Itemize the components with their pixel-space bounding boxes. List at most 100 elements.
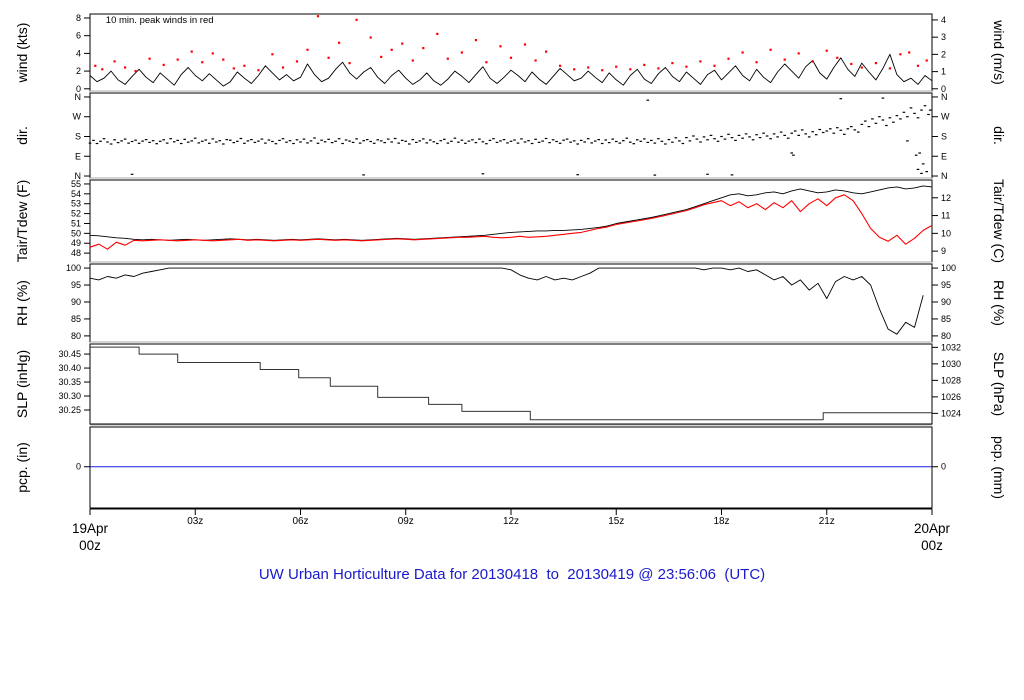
x-tick-label: 21z — [819, 516, 835, 527]
right-tick-label: 3 — [941, 32, 946, 42]
right-tick-label: 1028 — [941, 375, 961, 385]
left-tick-label: N — [75, 171, 82, 181]
panel-border — [89, 426, 933, 509]
right-tick-label: 95 — [941, 280, 951, 290]
x-tick-label: 15z — [608, 516, 624, 527]
right-axis-label-slp: SLP (hPa) — [991, 352, 1007, 416]
left-tick-label: 30.35 — [58, 377, 81, 387]
right-axis-label-dir: dir. — [991, 126, 1007, 145]
left-axis-label-wind: wind (kts) — [14, 23, 30, 84]
left-tick-label: 2 — [76, 66, 81, 76]
x-date-label-hour: 00z — [79, 538, 101, 553]
left-axis-label-rh: RH (%) — [14, 280, 30, 326]
x-tick-label: 06z — [292, 516, 308, 527]
left-axis-label-temp: Tair/Tdew (F) — [14, 180, 30, 262]
left-tick-label: 51 — [71, 218, 81, 228]
left-tick-label: E — [75, 151, 81, 161]
x-tick-label: 09z — [398, 516, 414, 527]
series-relative-humidity — [89, 267, 924, 335]
left-tick-label: 30.30 — [58, 391, 81, 401]
left-tick-label: 85 — [71, 314, 81, 324]
left-tick-label: 6 — [76, 31, 81, 41]
left-tick-label: 54 — [71, 189, 81, 199]
x-tick-label: 12z — [503, 516, 519, 527]
left-tick-label: 90 — [71, 297, 81, 307]
left-axis-label-dir: dir. — [14, 126, 30, 145]
x-tick-label: 03z — [187, 516, 203, 527]
right-tick-label: S — [941, 131, 947, 141]
panel-border — [89, 343, 933, 425]
left-tick-label: 30.40 — [58, 363, 81, 373]
right-tick-label: 100 — [941, 263, 956, 273]
left-tick-label: 30.25 — [58, 405, 81, 415]
left-tick-label: 50 — [71, 228, 81, 238]
right-tick-label: 2 — [941, 49, 946, 59]
right-tick-label: 90 — [941, 297, 951, 307]
plot-title: UW Urban Horticulture Data for 20130418 … — [258, 566, 766, 583]
left-axis-label-slp: SLP (inHg) — [14, 350, 30, 418]
left-tick-label: 95 — [71, 280, 81, 290]
panel-rh: 80 85 90 95 100 80 85 90 95 100 — [66, 261, 956, 343]
right-tick-label: 11 — [941, 211, 950, 221]
series-dew-point — [89, 194, 933, 250]
right-tick-label: 12 — [941, 193, 951, 203]
right-tick-label: 4 — [941, 15, 946, 25]
right-axis-label-temp: Tair/Tdew (C) — [991, 179, 1007, 263]
left-tick-label: N — [75, 92, 82, 102]
left-tick-label: 0 — [76, 84, 81, 94]
right-axis-label-wind: wind (m/s) — [991, 19, 1007, 85]
panel-slp: 30.25 30.30 30.35 30.40 30.45 1024 1026 1028 103… — [58, 341, 961, 425]
right-tick-label: 85 — [941, 314, 951, 324]
right-tick-label: 0 — [941, 462, 946, 472]
series-wind-peak-10min — [94, 15, 928, 73]
x-axis: 19Apr 00z 03z 06z 09z 12z 15z 18z 21z 20Apr 00z — [72, 508, 951, 553]
left-tick-label: 100 — [66, 263, 81, 273]
series-air-temperature — [89, 185, 933, 241]
x-date-label-hour: 00z — [921, 538, 943, 553]
right-tick-label: 80 — [941, 331, 951, 341]
x-date-label: 19Apr — [72, 521, 109, 536]
left-tick-label: 48 — [71, 248, 81, 258]
series-wind-average — [89, 53, 933, 87]
left-tick-label: 53 — [71, 199, 81, 209]
right-axis-label-pcp: pcp. (mm) — [991, 436, 1007, 499]
left-axis-label-pcp: pcp. (in) — [14, 442, 30, 493]
left-tick-label: 49 — [71, 238, 81, 248]
left-tick-label: S — [75, 131, 81, 141]
right-tick-label: 1030 — [941, 359, 961, 369]
panel-border — [89, 179, 933, 263]
panel-border — [89, 92, 933, 179]
right-tick-label: E — [941, 151, 947, 161]
x-date-label: 20Apr — [914, 521, 951, 536]
left-tick-label: W — [73, 112, 82, 122]
series-sea-level-pressure — [90, 346, 932, 421]
peak-winds-note: 10 min. peak winds in red — [106, 15, 214, 26]
right-tick-label: 1024 — [941, 408, 961, 418]
right-tick-label: 1026 — [941, 392, 961, 402]
left-tick-label: 30.45 — [58, 349, 81, 359]
right-tick-label: 10 — [941, 228, 951, 238]
left-tick-label: 80 — [71, 331, 81, 341]
right-tick-label: 1 — [941, 67, 946, 77]
left-tick-label: 8 — [76, 13, 81, 23]
right-tick-label: N — [941, 92, 948, 102]
left-tick-label: 0 — [76, 462, 81, 472]
right-tick-label: 0 — [941, 84, 946, 94]
right-tick-label: 1032 — [941, 342, 961, 352]
panel-wind: 0 2 4 6 8 0 1 2 3 4 10 min. peak winds in red — [76, 13, 946, 94]
left-tick-label: 4 — [76, 48, 81, 58]
left-tick-label: 52 — [71, 209, 81, 219]
series-wind-direction-outliers — [130, 97, 932, 176]
right-axis-label-rh: RH (%) — [991, 280, 1007, 326]
left-tick-label: 55 — [71, 179, 81, 189]
right-tick-label: N — [941, 171, 948, 181]
series-wind-direction — [88, 105, 930, 145]
right-tick-label: 9 — [941, 246, 946, 256]
right-tick-label: W — [941, 112, 950, 122]
panel-border — [89, 263, 933, 343]
